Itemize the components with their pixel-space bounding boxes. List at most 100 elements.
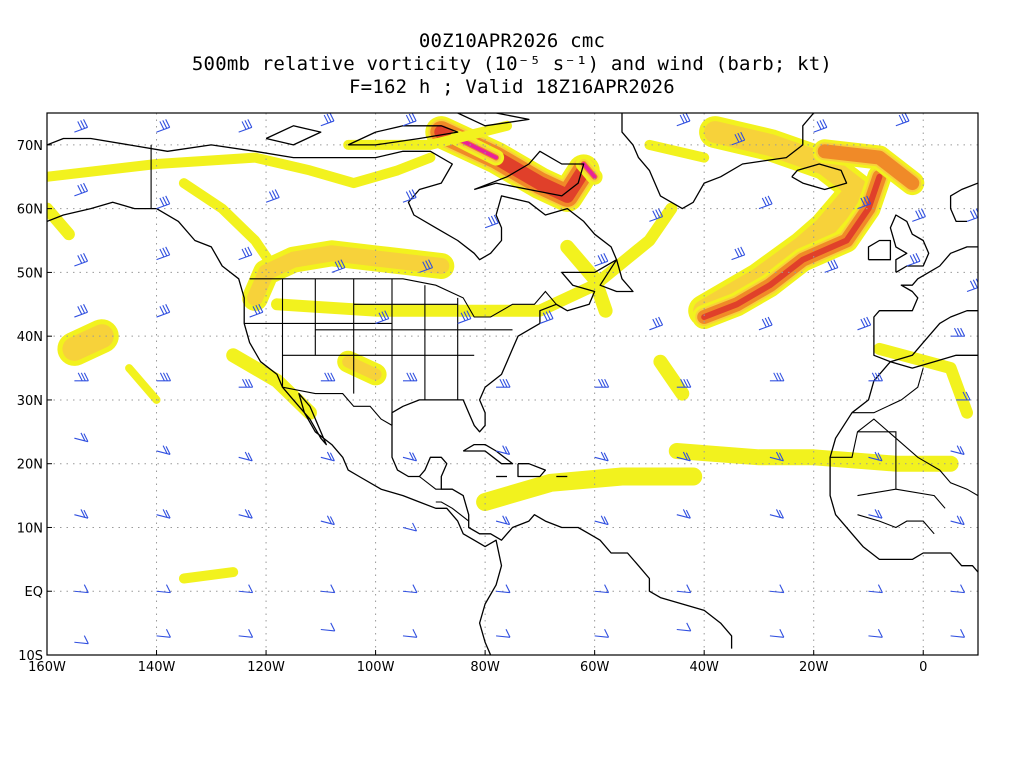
- wind-barb: [320, 515, 335, 526]
- wind-barb-flag: [682, 451, 688, 461]
- wind-barb-flag: [969, 210, 975, 219]
- wind-barb-flag: [274, 189, 280, 198]
- wind-barbs: [74, 113, 978, 645]
- lat-tick-label: 50N: [17, 266, 43, 281]
- wind-barb: [265, 189, 280, 203]
- wind-barb: [868, 372, 883, 382]
- wind-barb-flag: [412, 452, 418, 462]
- wind-barb: [950, 629, 966, 638]
- wind-barb-flag: [83, 372, 89, 382]
- lon-tick-label: 60W: [580, 660, 610, 675]
- wind-barb-flag: [962, 391, 968, 401]
- wind-barb-staff: [74, 126, 88, 133]
- wind-barb-flag: [734, 248, 740, 258]
- wind-barb-staff: [238, 514, 253, 519]
- vorticity-band: [342, 355, 382, 381]
- wind-barb: [769, 509, 784, 519]
- wind-barb-staff: [496, 635, 511, 638]
- wind-barb: [402, 189, 417, 203]
- wind-barb-flag: [959, 446, 965, 455]
- wind-barb-flag: [165, 446, 171, 455]
- wind-barb: [156, 629, 171, 638]
- wind-barb-flag: [960, 327, 966, 337]
- lat-tick-label: 70N: [17, 139, 43, 154]
- wind-barb-staff: [375, 318, 389, 324]
- wind-barb-flag: [83, 509, 89, 519]
- wind-barb: [676, 509, 691, 519]
- wind-barb-flag: [490, 215, 496, 225]
- wind-barb: [375, 310, 390, 324]
- wind-barb-flag: [499, 378, 505, 388]
- wind-barb-flag: [874, 451, 880, 461]
- wind-barb-flag: [326, 451, 332, 461]
- wind-barb-flag: [162, 509, 168, 518]
- wind-barb-flag: [159, 197, 165, 207]
- wind-barb-flag: [241, 248, 247, 258]
- wind-barb-flag: [775, 451, 781, 461]
- wind-barb-flag: [252, 306, 258, 315]
- wind-barb-flag: [737, 247, 743, 257]
- wind-barb: [238, 119, 253, 133]
- wind-barb-flag: [83, 119, 89, 128]
- wind-barb-staff: [594, 456, 609, 462]
- wind-barb-flag: [603, 516, 609, 525]
- wind-barb-staff: [320, 456, 335, 462]
- wind-barb: [74, 252, 89, 267]
- wind-barb: [539, 310, 554, 324]
- vorticity-band: [701, 173, 883, 320]
- vorticity-band: [47, 152, 436, 189]
- wind-barb-staff: [769, 514, 784, 519]
- wind-barb: [758, 195, 773, 210]
- wind-barb-staff: [594, 590, 609, 594]
- wind-barb-flag: [915, 252, 921, 262]
- wind-barb-flag: [686, 378, 692, 388]
- wind-barb-staff: [868, 635, 883, 638]
- wind-barb-flag: [761, 197, 767, 207]
- wind-barb-flag: [920, 208, 926, 217]
- wind-barb-flag: [827, 261, 833, 270]
- wind-barb-flag: [680, 378, 686, 388]
- wind-barb-flag: [412, 372, 418, 382]
- wind-barb-flag: [77, 184, 83, 194]
- coastline: [949, 182, 978, 223]
- wind-barb-flag: [652, 210, 658, 219]
- lat-tick-label: EQ: [25, 585, 43, 600]
- lon-tick-label: 140W: [138, 660, 176, 675]
- wind-barb-staff: [594, 520, 609, 526]
- wind-barb-flag: [409, 451, 415, 461]
- wind-barb-flag: [330, 584, 336, 593]
- wind-barb-flag: [405, 114, 411, 124]
- wind-barb-flag: [545, 311, 551, 320]
- wind-barb-flag: [775, 509, 781, 518]
- coastline: [517, 463, 547, 478]
- wind-barb-flag: [597, 255, 603, 264]
- wind-barb: [956, 391, 971, 401]
- title-run: 00Z10APR2026 cmc: [418, 30, 606, 52]
- wind-barb-flag: [165, 584, 171, 593]
- wind-barb-flag: [863, 317, 869, 327]
- wind-barb-flag: [767, 195, 773, 205]
- wind-barb-staff: [238, 254, 253, 261]
- wind-barb-flag: [244, 120, 250, 129]
- wind-barb-flag: [505, 516, 511, 525]
- wind-barb-flag: [734, 133, 740, 143]
- wind-barb-flag: [162, 120, 168, 129]
- wind-barb-flag: [860, 318, 866, 328]
- wind-barb-flag: [159, 248, 165, 258]
- wind-barb: [950, 327, 966, 337]
- wind-barb-staff: [402, 590, 417, 594]
- wind-barb-flag: [548, 310, 554, 319]
- wind-barb-flag: [972, 209, 978, 218]
- wind-barb-flag: [412, 584, 418, 593]
- vorticity-band: [560, 239, 613, 318]
- wind-barb-flag: [597, 378, 603, 388]
- wind-barb-flag: [959, 516, 965, 525]
- political-border: [895, 488, 946, 509]
- wind-barb-flag: [898, 114, 904, 124]
- wind-barb: [320, 113, 335, 127]
- wind-barb-flag: [603, 252, 609, 262]
- wind-barb-staff: [868, 590, 883, 594]
- wind-barb-staff: [156, 590, 171, 594]
- wind-barb-flag: [241, 121, 247, 130]
